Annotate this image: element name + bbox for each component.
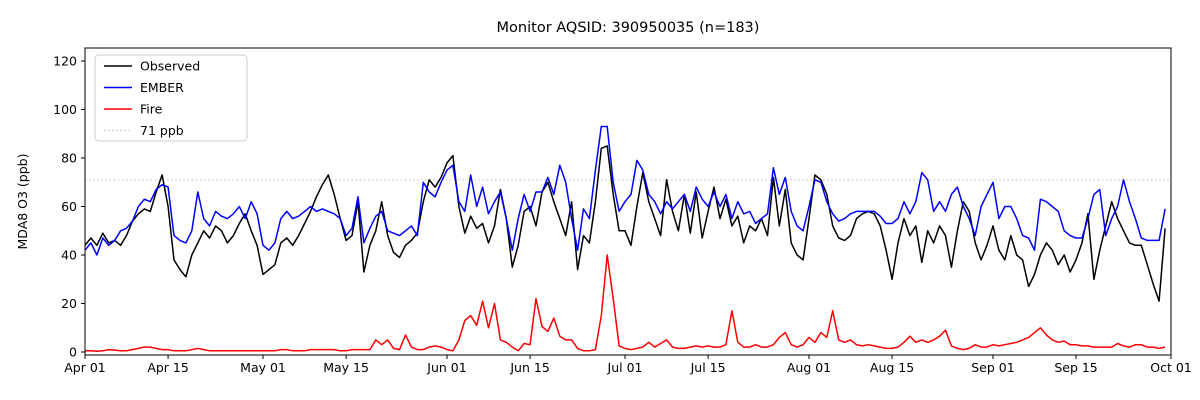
y-axis-label: MDA8 O3 (ppb): [15, 154, 30, 250]
y-tick-label: 120: [53, 54, 77, 69]
legend-label: Observed: [140, 59, 200, 74]
x-tick-label: Jul 01: [607, 360, 643, 375]
y-tick-label: 0: [69, 345, 77, 360]
x-tick-label: Sep 15: [1054, 360, 1097, 375]
x-tick-label: Aug 15: [870, 360, 914, 375]
x-tick-label: Apr 01: [64, 360, 106, 375]
x-tick-label: May 15: [323, 360, 369, 375]
x-tick-label: Sep 01: [971, 360, 1014, 375]
axes-spines: [84, 47, 1172, 356]
x-tick-label: Jun 01: [426, 360, 466, 375]
y-tick-label: 20: [61, 296, 77, 311]
series-line-observed: [84, 145, 1166, 302]
chart-title: Monitor AQSID: 390950035 (n=183): [497, 20, 760, 36]
legend-box: [94, 54, 248, 142]
y-tick-label: 40: [61, 248, 77, 263]
series-line-ember: [84, 125, 1166, 256]
x-tick-label: Oct 01: [1150, 360, 1192, 375]
series-line-fire: [85, 254, 1166, 353]
y-tick-label: 80: [61, 151, 77, 166]
x-tick-label: Aug 01: [787, 360, 831, 375]
legend-label: Fire: [140, 102, 163, 117]
y-tick-label: 100: [53, 102, 77, 117]
x-tick-label: Apr 15: [147, 360, 189, 375]
x-tick-label: May 01: [240, 360, 286, 375]
legend-label: 71 ppb: [140, 123, 184, 138]
x-tick-label: Jul 15: [690, 360, 726, 375]
x-tick-label: Jun 15: [509, 360, 549, 375]
legend-label: EMBER: [140, 80, 184, 95]
y-tick-label: 60: [61, 199, 77, 214]
plot-area: [85, 48, 1171, 355]
